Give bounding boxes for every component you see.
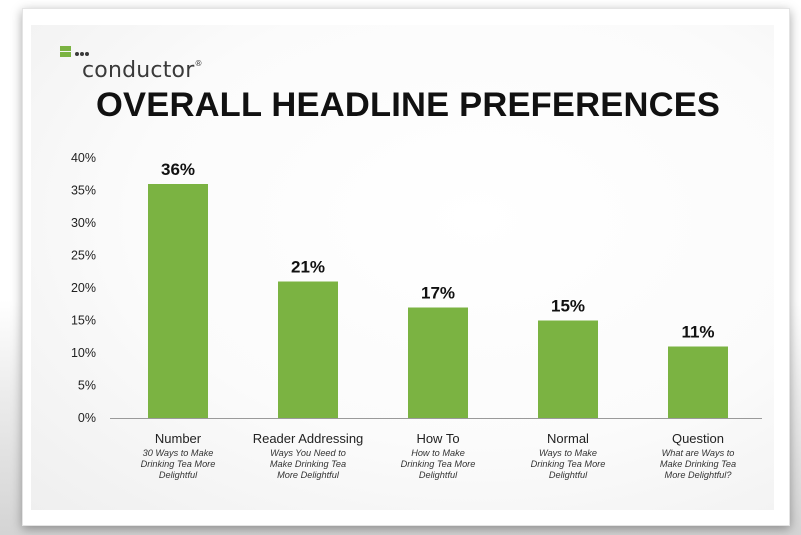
x-category-example: Ways You Need to xyxy=(270,448,346,458)
y-tick-label: 15% xyxy=(71,314,96,328)
x-category-example: Drinking Tea More xyxy=(401,459,476,469)
y-tick-label: 30% xyxy=(71,216,96,230)
data-label: 11% xyxy=(681,323,714,342)
x-category-label: Question xyxy=(672,431,724,446)
x-category-example: 30 Ways to Make xyxy=(143,448,214,458)
x-category-example: How to Make xyxy=(411,448,465,458)
y-tick-label: 0% xyxy=(78,411,96,425)
data-label: 21% xyxy=(291,258,325,277)
x-category-example: Make Drinking Tea xyxy=(270,459,346,469)
x-category-example: Delightful xyxy=(549,470,588,480)
x-category-example: More Delightful? xyxy=(665,470,733,480)
x-category-example: Drinking Tea More xyxy=(531,459,606,469)
bar xyxy=(148,184,208,418)
chart-title: OVERALL HEADLINE PREFERENCES xyxy=(96,86,721,124)
x-category-example: Delightful xyxy=(159,470,198,480)
x-category-example: Make Drinking Tea xyxy=(660,459,736,469)
x-category-example: Ways to Make xyxy=(539,448,597,458)
y-tick-label: 40% xyxy=(71,151,96,165)
y-tick-label: 10% xyxy=(71,346,96,360)
data-label: 36% xyxy=(161,160,195,179)
logo-name: conductor xyxy=(82,58,195,83)
logo-registered-mark: ® xyxy=(194,59,203,68)
x-category-label: How To xyxy=(416,431,459,446)
x-category-example: Drinking Tea More xyxy=(141,459,216,469)
bar xyxy=(538,320,598,418)
bar xyxy=(408,307,468,418)
x-category-label: Number xyxy=(155,431,202,446)
data-label: 17% xyxy=(421,284,455,303)
conductor-logo-mark-icon xyxy=(60,46,89,57)
x-category-example: What are Ways to xyxy=(662,448,735,458)
data-label: 15% xyxy=(551,297,585,316)
y-tick-label: 5% xyxy=(78,379,96,393)
y-tick-label: 20% xyxy=(71,281,96,295)
y-tick-label: 35% xyxy=(71,184,96,198)
logo-wordmark: conductor® xyxy=(82,60,203,82)
x-category-label: Reader Addressing xyxy=(253,431,364,446)
y-tick-label: 25% xyxy=(71,249,96,263)
x-category-example: More Delightful xyxy=(277,470,340,480)
x-category-label: Normal xyxy=(547,431,589,446)
bar xyxy=(668,346,728,418)
x-category-example: Delightful xyxy=(419,470,458,480)
bar xyxy=(278,281,338,418)
